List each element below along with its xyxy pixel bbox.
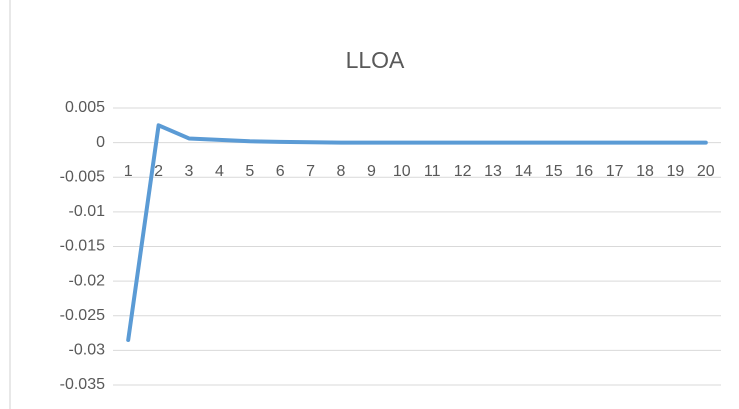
x-tick-label: 20: [697, 163, 715, 180]
y-tick-label: 0.005: [65, 99, 105, 116]
y-tick-label: -0.015: [60, 238, 105, 255]
x-tick-label: 1: [124, 163, 133, 180]
y-tick-label: -0.03: [69, 342, 106, 359]
x-tick-label: 12: [454, 163, 472, 180]
x-tick-label: 11: [424, 163, 441, 180]
y-tick-label: -0.01: [69, 203, 106, 220]
x-tick-label: 18: [636, 163, 654, 180]
x-tick-label: 16: [575, 163, 593, 180]
x-tick-label: 7: [306, 163, 315, 180]
x-tick-label: 5: [245, 163, 254, 180]
x-tick-label: 6: [276, 163, 285, 180]
y-tick-label: -0.025: [60, 307, 105, 324]
y-tick-label: 0: [96, 134, 105, 151]
page: LLOA 0.005 0 -0.005 -0.01 -0.015 -0.02 -0.025 -…: [0, 0, 739, 409]
x-tick-label: 10: [393, 163, 411, 180]
y-tick-label: -0.02: [69, 272, 106, 289]
x-tick-label: 17: [606, 163, 624, 180]
x-tick-label: 14: [515, 163, 533, 180]
chart: LLOA 0.005 0 -0.005 -0.01 -0.015 -0.02 -0.025 -…: [0, 0, 739, 409]
y-tick-label: -0.035: [60, 376, 105, 393]
chart-title: LLOA: [346, 47, 405, 73]
y-tick-label: -0.005: [60, 168, 105, 185]
x-tick-label: 2: [154, 163, 163, 180]
x-tick-label: 19: [667, 163, 685, 180]
x-tick-label: 9: [367, 163, 376, 180]
x-tick-label: 13: [484, 163, 502, 180]
x-tick-label: 3: [185, 163, 194, 180]
x-tick-label: 15: [545, 163, 563, 180]
data-line: [128, 125, 706, 340]
x-tick-label: 4: [215, 163, 224, 180]
x-tick-label: 8: [337, 163, 346, 180]
